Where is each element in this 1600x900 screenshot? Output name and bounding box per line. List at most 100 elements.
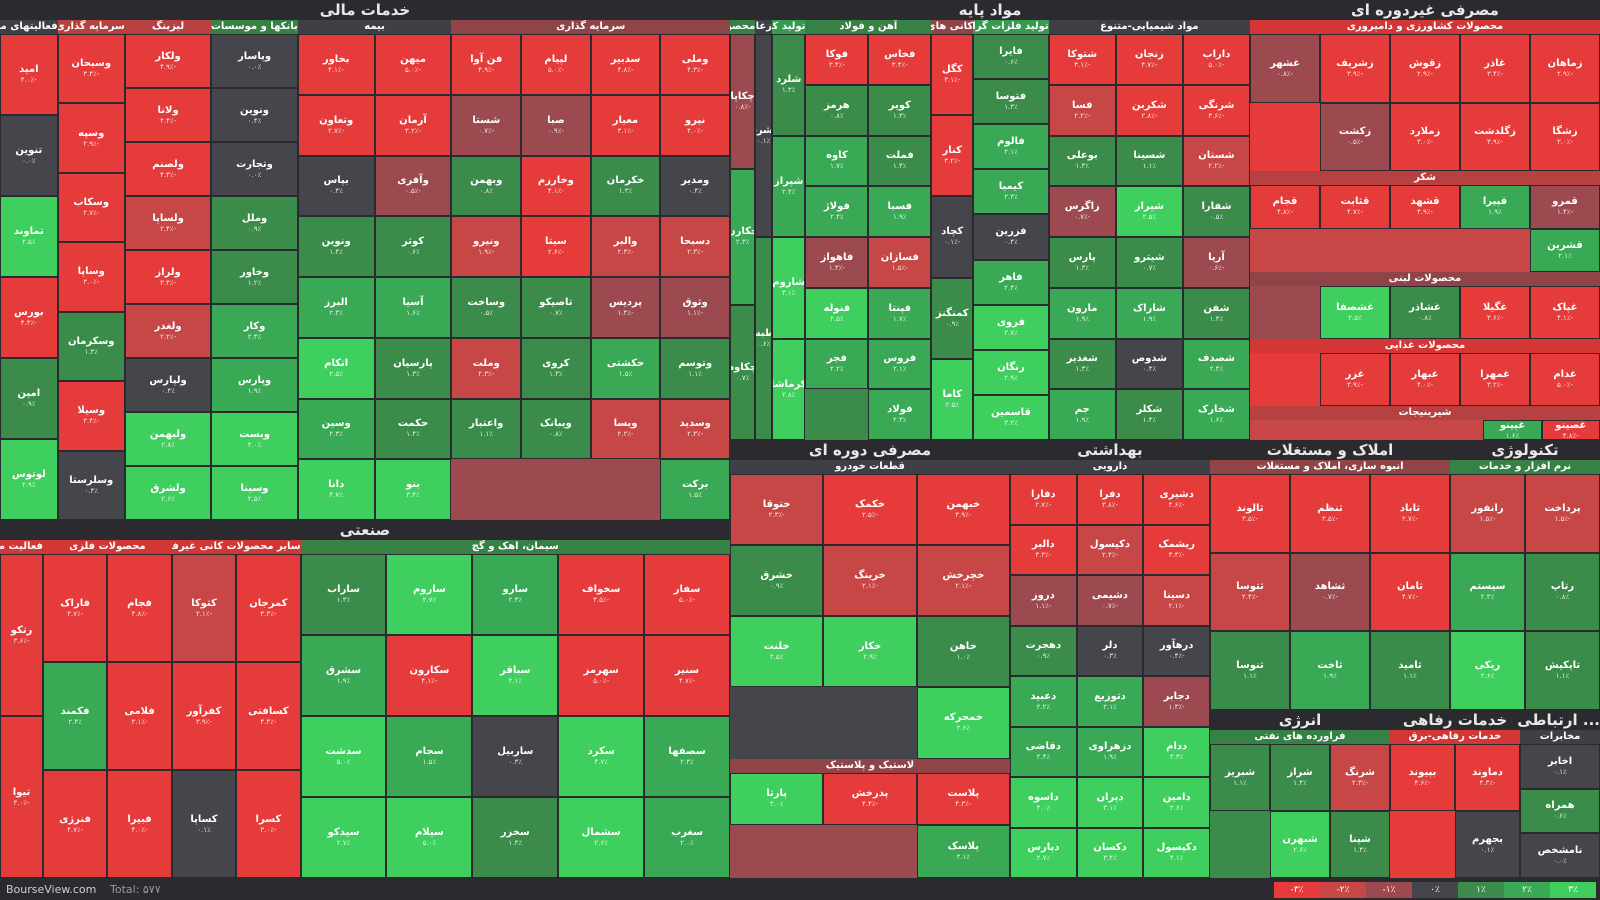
stock-tile[interactable]: سدبیر -۴.۸٪ — [590, 34, 661, 95]
stock-tile[interactable]: پلاست -۴.۳٪ — [916, 772, 1010, 826]
stock-tile[interactable]: شتوکا -۴.۱٪ — [1048, 34, 1116, 85]
stock-tile[interactable]: ولکار -۴.۹٪ — [124, 34, 212, 88]
stock-tile[interactable]: اخابر ۰.۱٪ — [1520, 744, 1600, 789]
stock-tile[interactable]: درهآور -۰.۴٪ — [1143, 625, 1210, 676]
stock-tile[interactable]: فکمند ۲.۴٪ — [42, 662, 108, 770]
stock-tile[interactable]: ومدیر ۰.۴٪ — [660, 155, 730, 217]
stock-tile[interactable]: وسبحان -۳.۴٪ — [57, 34, 125, 104]
stock-tile[interactable]: تاصیکو ۰.۷٪ — [521, 277, 591, 338]
stock-tile[interactable]: خچرخش -۲.۱٪ — [916, 545, 1010, 617]
stock-tile[interactable]: دجابر -۱.۳٪ — [1143, 676, 1210, 727]
stock-tile[interactable]: دزهراوی ۱.۹٪ — [1076, 726, 1144, 777]
stock-tile[interactable]: وملل ۰.۹٪ — [211, 196, 298, 250]
stock-tile[interactable]: کگل -۳.۱٪ — [931, 34, 974, 116]
stock-tile[interactable]: زاگرس -۰.۷٪ — [1048, 186, 1116, 237]
stock-tile[interactable]: دماوند -۴.۳٪ — [1455, 744, 1520, 811]
stock-tile[interactable]: فخاس -۳.۴٪ — [868, 34, 932, 85]
stock-tile[interactable]: وسکرمان ۱.۳٪ — [57, 311, 125, 382]
stock-tile[interactable]: ثنوسا ۱.۱٪ — [1210, 631, 1290, 710]
stock-tile[interactable]: ولراز -۳.۴٪ — [124, 250, 212, 304]
stock-tile[interactable]: غگیلا -۳.۶٪ — [1460, 286, 1530, 340]
stock-tile[interactable]: دکسان ۳.۴٪ — [1076, 827, 1144, 878]
stock-tile[interactable]: دکپسول ۴.۱٪ — [1143, 827, 1210, 878]
stock-tile[interactable]: پارسیان ۱.۳٪ — [374, 337, 452, 399]
stock-tile[interactable]: میهن -۵.۰٪ — [374, 34, 452, 95]
stock-tile[interactable]: شغدیر ۱.۳٪ — [1048, 338, 1116, 390]
stock-tile[interactable]: چکارن۲.۳٪ — [730, 169, 756, 305]
stock-tile[interactable]: سکرد ۴.۷٪ — [558, 716, 645, 797]
stock-tile[interactable]: کتوکا -۲.۱٪ — [171, 554, 237, 662]
stock-tile[interactable]: خشرق ۰.۹٪ — [730, 545, 824, 617]
stock-tile[interactable]: فسا -۲.۲٪ — [1048, 84, 1116, 136]
stock-tile[interactable]: ولصنم -۴.۳٪ — [124, 142, 212, 196]
stock-tile[interactable]: شاروم ۳.۱٪ — [771, 237, 806, 339]
stock-tile[interactable]: زشریف -۳.۹٪ — [1320, 34, 1390, 103]
stock-tile[interactable]: فاهواز -۱.۳٪ — [805, 237, 869, 288]
stock-tile[interactable]: فسازان -۱.۵٪ — [868, 237, 932, 288]
stock-tile[interactable]: غبهار -۴.۰٪ — [1390, 353, 1460, 407]
stock-tile[interactable]: خکمک -۲.۵٪ — [823, 474, 917, 546]
stock-tile[interactable]: سدشت ۵.۰٪ — [300, 716, 387, 797]
stock-tile[interactable]: آرمان -۳.۲٪ — [374, 94, 452, 156]
stock-tile[interactable]: کطبس۰.۶٪ — [755, 237, 772, 440]
stock-tile[interactable]: ثاخت ۱.۹٪ — [1290, 631, 1370, 710]
stock-tile[interactable]: شبهرن ۲.۶٪ — [1270, 811, 1330, 878]
stock-tile[interactable]: ولغدر -۲.۲٪ — [124, 304, 212, 358]
stock-tile[interactable]: فالوم ۲.۱٪ — [973, 124, 1049, 170]
stock-tile[interactable]: غمهرا -۳.۲٪ — [1460, 353, 1530, 407]
stock-tile[interactable]: بپاس ۰.۴٪ — [297, 155, 375, 217]
stock-tile[interactable]: قاسمین ۳.۲٪ — [973, 394, 1049, 440]
stock-tile[interactable]: آسیا ۱.۶٪ — [374, 277, 452, 338]
stock-tile[interactable]: فملت ۱.۴٪ — [868, 135, 932, 187]
stock-tile[interactable]: سیستم ۲.۳٪ — [1450, 552, 1525, 632]
stock-tile[interactable]: شیراز ۲.۵٪ — [1115, 186, 1183, 237]
stock-tile[interactable]: لوتوس ۲.۹٪ — [0, 439, 58, 520]
stock-tile[interactable]: تیوا -۳.۰٪ — [0, 716, 43, 878]
stock-tile[interactable]: وسکاب -۲.۷٪ — [57, 172, 125, 243]
stock-tile[interactable]: دفارا -۲.۷٪ — [1010, 474, 1077, 525]
stock-tile[interactable]: رنگان ۲.۹٪ — [973, 349, 1049, 395]
stock-tile[interactable]: دسبحا -۲.۳٪ — [660, 216, 730, 277]
stock-tile[interactable]: فایرا ۰.۶٪ — [973, 34, 1049, 80]
stock-tile[interactable]: داسوه ۴.۰٪ — [1010, 777, 1077, 828]
stock-tile[interactable]: تاپکیش ۱.۱٪ — [1525, 631, 1600, 710]
stock-tile[interactable]: ثالوند -۳.۵٪ — [1210, 474, 1290, 553]
stock-tile[interactable]: کویر ۱.۳٪ — [868, 84, 932, 136]
stock-tile[interactable]: ویبانک ۰.۸٪ — [521, 398, 591, 460]
stock-tile[interactable]: ساراب ۱.۳٪ — [300, 554, 387, 635]
stock-tile[interactable]: ولپارس ۰.۴٪ — [124, 358, 212, 412]
stock-tile[interactable]: فاراک -۳.۷٪ — [42, 554, 108, 662]
stock-tile[interactable]: سارو ۲.۳٪ — [472, 554, 559, 635]
stock-tile[interactable]: بورس -۴.۳٪ — [0, 277, 58, 358]
stock-tile[interactable]: وبهمن ۰.۸٪ — [451, 155, 522, 217]
stock-tile[interactable]: پلاسک ۲.۱٪ — [916, 825, 1010, 878]
stock-tile[interactable]: کچاد -۰.۱٪ — [931, 196, 974, 278]
stock-tile[interactable]: کنار -۳.۲٪ — [931, 115, 974, 197]
stock-tile[interactable]: زکشت -۰.۵٪ — [1320, 102, 1390, 172]
stock-tile[interactable]: وبست ۳.۰٪ — [211, 412, 298, 466]
stock-tile[interactable]: دتوزیع ۲.۱٪ — [1076, 676, 1144, 727]
stock-tile[interactable]: ریشمک -۳.۴٪ — [1143, 524, 1210, 575]
stock-tile[interactable]: کاما ۲.۵٪ — [931, 358, 974, 440]
stock-tile[interactable]: دفرا -۳.۸٪ — [1076, 474, 1144, 525]
stock-tile[interactable]: غپاک -۴.۱٪ — [1530, 286, 1600, 340]
stock-tile[interactable]: ولانا -۴.۴٪ — [124, 88, 212, 142]
stock-tile[interactable]: فپنتا ۱.۷٪ — [868, 287, 932, 339]
stock-tile[interactable]: کسرا -۳.۰٪ — [236, 770, 301, 878]
stock-tile[interactable]: کوثر ۰.۶٪ — [374, 216, 452, 277]
stock-tile[interactable]: سفار -۵.۰٪ — [644, 554, 730, 635]
stock-tile[interactable]: دشیمی -۰.۷٪ — [1076, 575, 1144, 626]
stock-tile[interactable]: ولشرق ۲.۶٪ — [124, 466, 212, 520]
stock-tile[interactable]: قمرو -۱.۴٪ — [1530, 185, 1600, 229]
stock-tile[interactable]: غشهر -۰.۸٪ — [1250, 34, 1320, 103]
stock-tile[interactable]: وسدید -۲.۳٪ — [660, 398, 730, 460]
stock-tile[interactable]: رتکو -۳.۶٪ — [0, 554, 43, 716]
stock-tile[interactable]: غشاذر ۰.۸٪ — [1390, 286, 1460, 340]
stock-tile[interactable]: بجهرم ۰.۱٪ — [1455, 811, 1520, 878]
stock-tile[interactable]: شدوص ۰.۴٪ — [1115, 338, 1183, 390]
stock-tile[interactable]: کروی ۱.۳٪ — [521, 337, 591, 399]
stock-tile[interactable]: شفن ۱.۴٪ — [1182, 287, 1250, 339]
stock-tile[interactable]: وسلرستا ۰.۴٪ — [57, 450, 125, 520]
stock-tile[interactable]: سهرمز -۵.۰٪ — [558, 635, 645, 716]
stock-tile[interactable]: دالبر -۳.۳٪ — [1010, 524, 1077, 575]
